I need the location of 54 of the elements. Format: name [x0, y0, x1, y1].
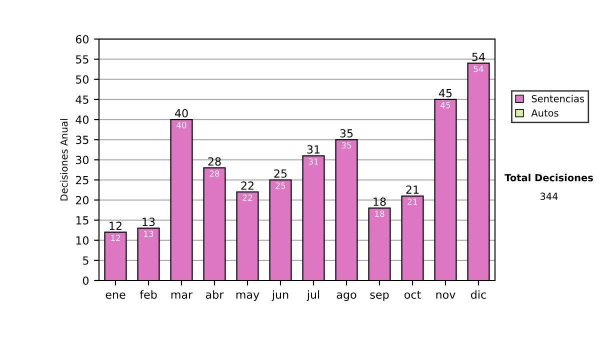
- x-tick-label: nov: [436, 292, 456, 299]
- total-label: 18: [374, 198, 386, 206]
- y-tick-label: 20: [76, 196, 89, 204]
- x-tick-label: abr: [206, 290, 224, 299]
- legend-label: Autos: [531, 109, 558, 117]
- text: Total Decisiones: [504, 174, 593, 182]
- y-axis-title: Decisiones Anual: [60, 119, 68, 200]
- data-label: 25: [276, 182, 286, 189]
- data-label: 21: [408, 198, 418, 205]
- data-label: 28: [210, 170, 220, 177]
- text: 344: [540, 192, 558, 200]
- y-tick-label: 60: [76, 35, 89, 44]
- data-label: 54: [474, 66, 484, 72]
- y-tick-label: 10: [76, 236, 89, 245]
- data-label: 12: [111, 234, 120, 241]
- total-label: 28: [208, 157, 221, 166]
- total-label: 25: [274, 169, 287, 178]
- legend-label: Sentencias: [532, 94, 584, 102]
- data-label: 45: [440, 102, 450, 108]
- x-tick-label: may: [236, 292, 260, 301]
- total-label: 35: [340, 129, 353, 138]
- data-label: 22: [242, 194, 252, 201]
- total-label: 22: [241, 181, 254, 190]
- y-tick-label: 0: [82, 276, 89, 285]
- total-label: 21: [406, 185, 419, 194]
- x-tick-label: ene: [106, 292, 126, 299]
- x-tick-label: oct: [404, 290, 421, 299]
- data-label: 13: [144, 230, 154, 238]
- x-tick-label: jul: [306, 290, 320, 301]
- y-tick-label: 35: [76, 136, 88, 144]
- data-label: 40: [176, 122, 186, 128]
- x-tick-label: sep: [370, 292, 389, 301]
- x-tick-label: feb: [140, 290, 157, 299]
- y-tick-label: 45: [76, 96, 88, 104]
- x-tick-label: mar: [171, 292, 193, 299]
- y-tick-label: 55: [76, 55, 88, 64]
- data-label: 35: [342, 142, 352, 149]
- data-label: 18: [375, 210, 384, 217]
- total-label: 54: [472, 52, 485, 62]
- y-tick-label: 25: [76, 176, 88, 184]
- y-tick-label: 50: [76, 75, 89, 84]
- y-tick-label: 40: [76, 116, 89, 124]
- y-tick-label: 30: [76, 156, 89, 164]
- total-label: 31: [307, 145, 320, 154]
- total-label: 40: [174, 109, 188, 118]
- y-tick-label: 15: [76, 216, 88, 225]
- total-label: 45: [438, 89, 452, 98]
- x-tick-label: jun: [272, 290, 288, 301]
- total-label: 12: [110, 222, 122, 230]
- y-tick-label: 5: [83, 256, 88, 265]
- x-tick-label: ago: [336, 292, 356, 301]
- data-label: 31: [308, 158, 318, 165]
- x-tick-label: dic: [470, 290, 486, 299]
- total-label: 13: [142, 218, 155, 226]
